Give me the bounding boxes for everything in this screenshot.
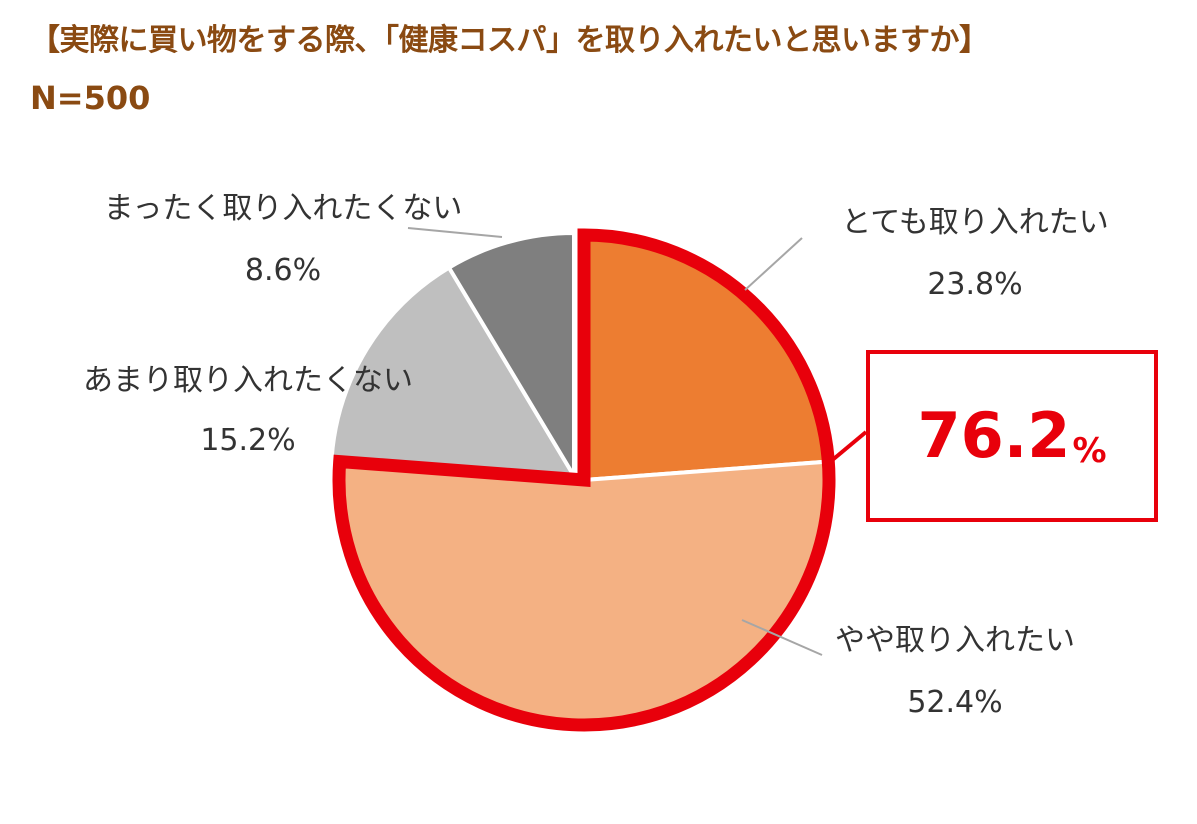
leader-line	[744, 237, 803, 291]
chart-title: 【実際に買い物をする際、「健康コスパ」を取り入れたいと思いますか】	[30, 23, 989, 58]
slice-value-label: 52.4%	[907, 685, 1002, 720]
slice-category-label: とても取り入れたい	[841, 205, 1109, 240]
callout-connector	[828, 430, 868, 464]
leader-line	[741, 619, 823, 656]
highlight-total-box: 76.2%	[866, 350, 1158, 522]
leader-lines	[407, 227, 823, 656]
sample-size: N=500	[30, 79, 151, 117]
slice-category-label: まったく取り入れたくない	[104, 191, 463, 226]
slice-labels: とても取り入れたい 23.8% やや取り入れたい 52.4% あまり取り入れたくない 15…	[83, 191, 1109, 720]
pie-slices	[329, 230, 829, 725]
slice-value-label: 15.2%	[200, 423, 295, 458]
highlight-outline-group	[332, 228, 868, 732]
slice-category-label: あまり取り入れたくない	[83, 363, 413, 398]
pie-slice	[339, 459, 829, 725]
pie-slice	[329, 264, 578, 479]
slice-category-label: やや取り入れたい	[835, 623, 1075, 658]
pie-slice	[446, 230, 576, 484]
highlight-total-unit: %	[1072, 431, 1107, 471]
leader-line	[407, 227, 503, 238]
highlight-total-value: 76.2	[917, 399, 1071, 472]
highlight-outline	[332, 228, 836, 732]
slice-value-label: 8.6%	[245, 253, 321, 288]
slice-value-label: 23.8%	[927, 267, 1022, 302]
